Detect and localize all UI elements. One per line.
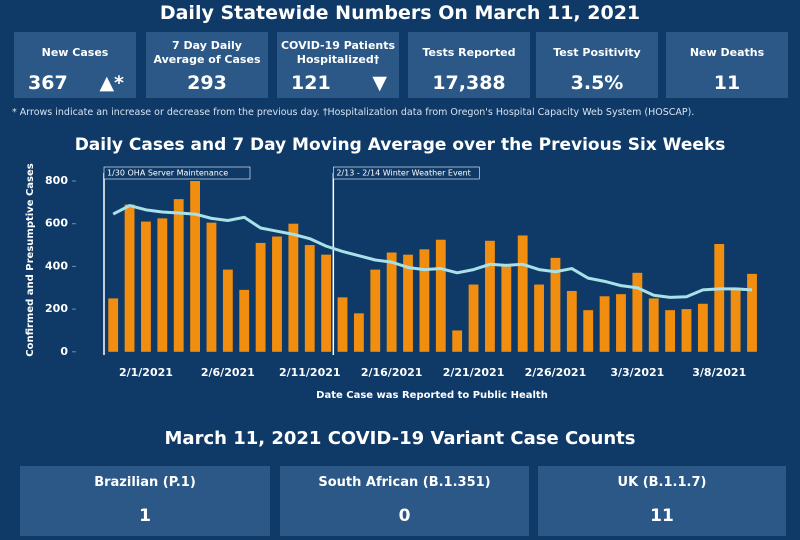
bar xyxy=(550,257,561,352)
bar xyxy=(501,266,512,352)
kpi-value: 17,388 xyxy=(432,72,506,94)
y-tick-label: 600 xyxy=(45,217,68,230)
y-tick-label: 400 xyxy=(45,259,68,272)
bar xyxy=(435,239,446,352)
kpi-card: Test Positivity 3.5% xyxy=(536,32,658,98)
variant-title: March 11, 2021 COVID-19 Variant Case Cou… xyxy=(164,428,636,449)
annotation: 2/13 - 2/14 Winter Weather Event xyxy=(336,169,471,178)
x-tick-label: 2/26/2021 xyxy=(525,366,587,379)
x-tick-label: 3/3/2021 xyxy=(610,366,664,379)
bar xyxy=(599,296,610,352)
moving-average-line xyxy=(112,204,753,299)
bar xyxy=(353,313,364,352)
bar xyxy=(386,252,397,352)
bar xyxy=(583,310,594,352)
bar xyxy=(173,199,184,352)
kpi-value: 11 xyxy=(713,72,741,94)
kpi-card: New Cases 367 ▲* xyxy=(14,32,136,98)
variant-value: 11 xyxy=(650,506,674,526)
chart: Daily Cases and 7 Day Moving Average ove… xyxy=(25,135,757,401)
bar xyxy=(452,330,463,352)
kpi-arrow: ▼ xyxy=(372,72,387,94)
x-tick-label: 3/8/2021 xyxy=(692,366,746,379)
kpi-label: 7 Day Daily Average of Cases xyxy=(153,39,261,66)
bar xyxy=(141,221,151,352)
bar xyxy=(206,222,217,352)
variant-label: Brazilian (P.1) xyxy=(94,475,196,490)
variant-value: 1 xyxy=(139,506,151,526)
annotation-box xyxy=(333,166,480,180)
x-tick-label: 2/21/2021 xyxy=(443,366,505,379)
x-axis-title: Date Case was Reported to Public Health xyxy=(316,390,548,401)
y-tick-label: 0 xyxy=(60,345,68,358)
variant-label: UK (B.1.1.7) xyxy=(617,475,707,490)
bar xyxy=(370,269,381,352)
bar xyxy=(616,294,626,352)
bar xyxy=(288,223,299,352)
page-title: Daily Statewide Numbers On March 11, 202… xyxy=(159,2,641,24)
x-tick-label: 2/16/2021 xyxy=(361,366,423,379)
variant-card: Brazilian (P.1) 1 xyxy=(20,466,270,536)
bar xyxy=(632,272,643,352)
kpi-card: New Deaths 11 xyxy=(666,32,788,98)
kpi-label: Test Positivity xyxy=(553,46,641,59)
y-tick-label: 200 xyxy=(45,302,68,315)
bar xyxy=(337,297,348,352)
kpi-label: New Cases xyxy=(41,46,109,59)
kpi-arrow: ▲* xyxy=(99,72,124,94)
bar xyxy=(222,269,233,352)
bar xyxy=(272,236,282,352)
variant-card: South African (B.1.351) 0 xyxy=(280,466,529,536)
bar xyxy=(665,310,676,352)
bar xyxy=(124,204,135,352)
kpi-label: New Deaths xyxy=(689,46,765,59)
y-tick-label: 800 xyxy=(45,174,68,187)
bar xyxy=(730,287,741,352)
bar xyxy=(517,235,528,352)
kpi-card: COVID-19 Patients Hospitalized† 121 ▼ xyxy=(277,32,399,98)
bar xyxy=(485,240,495,352)
chart-title: Daily Cases and 7 Day Moving Average ove… xyxy=(75,135,726,155)
bar xyxy=(239,289,250,352)
kpi-value: 293 xyxy=(187,72,227,94)
bar xyxy=(255,242,266,352)
bar xyxy=(697,303,708,352)
bar xyxy=(714,243,725,352)
x-tick-label: 2/1/2021 xyxy=(119,366,173,379)
bar xyxy=(747,273,757,352)
bar xyxy=(403,254,413,352)
annotation: 1/30 OHA Server Maintenance xyxy=(107,169,228,178)
bar xyxy=(468,284,479,352)
kpi-label: Tests Reported xyxy=(422,46,516,59)
footnote: * Arrows indicate an increase or decreas… xyxy=(12,107,695,118)
kpi-label: COVID-19 Patients Hospitalized† xyxy=(280,39,396,66)
bar xyxy=(304,245,315,352)
variant-value: 0 xyxy=(398,506,411,526)
bar xyxy=(419,249,430,352)
bar xyxy=(681,309,692,352)
bar xyxy=(648,298,659,352)
variant-label: South African (B.1.351) xyxy=(318,475,491,490)
bar xyxy=(108,298,119,352)
annotation-box xyxy=(103,166,251,180)
kpi-value: 121 xyxy=(291,72,331,94)
x-tick-label: 2/6/2021 xyxy=(201,366,255,379)
kpi-value: 367 xyxy=(28,72,68,94)
bar xyxy=(190,181,201,352)
kpi-card: Tests Reported 17,388 xyxy=(408,32,530,98)
bar xyxy=(321,254,332,352)
kpi-card: 7 Day Daily Average of Cases 293 xyxy=(146,32,268,98)
bar xyxy=(534,284,544,352)
y-axis-title: Confirmed and Presumptive Cases xyxy=(25,163,36,357)
bar xyxy=(157,218,168,352)
kpi-value: 3.5% xyxy=(570,72,624,94)
x-tick-label: 2/11/2021 xyxy=(279,366,341,379)
bar xyxy=(566,290,577,352)
variant-card: UK (B.1.1.7) 11 xyxy=(538,466,786,536)
